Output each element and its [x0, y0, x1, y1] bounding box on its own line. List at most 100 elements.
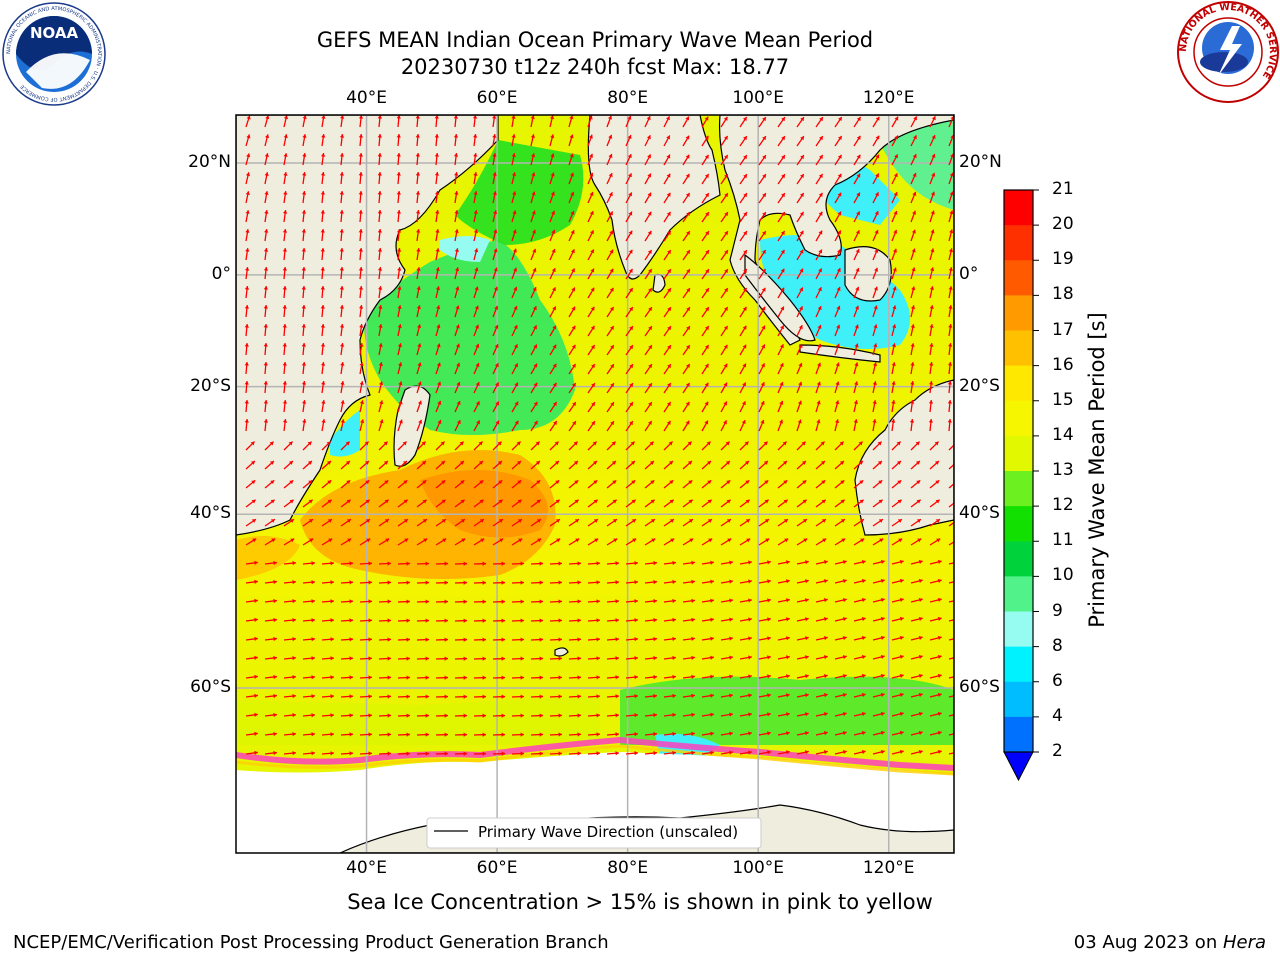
wave-arrow-head: [593, 480, 598, 485]
wave-arrow-head: [786, 712, 790, 717]
wave-arrow-head: [403, 499, 408, 504]
wave-arrow-head: [875, 154, 880, 159]
wave-arrow-head: [802, 519, 807, 523]
wave-arrow-head: [311, 656, 315, 661]
wave-arrow-head: [648, 364, 652, 369]
wave-arrow-head: [893, 173, 898, 178]
wave-arrow-head: [339, 305, 345, 309]
wave-arrow-head: [610, 326, 614, 331]
wave-arrow-head: [856, 154, 861, 159]
wave-arrow-head: [880, 673, 885, 679]
wave-arrow-head: [590, 287, 595, 292]
wave-arrow-head: [558, 637, 562, 642]
wave-arrow-head: [378, 324, 383, 328]
period-zone-green-south: [620, 676, 954, 745]
colorbar-tick-label: 2: [1052, 741, 1063, 761]
wave-arrow-head: [799, 211, 804, 216]
wave-arrow-head: [818, 211, 823, 216]
wave-arrow-head: [781, 193, 785, 198]
wave-arrow-head: [533, 325, 537, 330]
wave-arrow-head: [742, 344, 747, 349]
wave-arrow-head: [460, 480, 465, 485]
wave-arrow-head: [365, 499, 370, 504]
wave-arrow-head: [422, 499, 427, 504]
wave-arrow-head: [786, 617, 790, 622]
wave-arrow-head: [634, 732, 638, 737]
wave-arrow-head: [533, 401, 538, 406]
wave-arrow-head: [957, 712, 961, 716]
wave-arrow-head: [842, 597, 847, 603]
wave-arrow-head: [767, 750, 771, 755]
wave-arrow-head: [612, 499, 617, 504]
wave-arrow-head: [880, 578, 885, 584]
wave-arrow-head: [609, 249, 614, 254]
wave-arrow-head: [403, 480, 408, 485]
wave-arrow-head: [368, 732, 372, 737]
wave-arrow-head: [798, 362, 803, 367]
wave-arrow-head: [492, 134, 497, 138]
wave-arrow-head: [842, 730, 847, 736]
wave-arrow-head: [782, 441, 787, 446]
wave-arrow-head: [761, 306, 766, 311]
wave-arrow-head: [653, 617, 657, 623]
wave-arrow-head: [592, 460, 597, 465]
wave-arrow-head: [415, 172, 420, 176]
wave-arrow-head: [729, 674, 733, 679]
wave-arrow-head: [454, 191, 459, 195]
wave-arrow-head: [415, 153, 420, 157]
wave-arrow-head: [289, 480, 294, 485]
wave-arrow-head: [269, 460, 274, 465]
wave-arrow-head: [931, 172, 936, 177]
wave-arrow-head: [853, 419, 858, 423]
wave-arrow-head: [653, 750, 657, 756]
wave-arrow-head: [804, 712, 809, 717]
wave-arrow-head: [894, 116, 899, 121]
wave-arrow-head: [289, 499, 294, 504]
wave-arrow-head: [726, 499, 731, 504]
wave-arrow-head: [647, 211, 652, 216]
wave-arrow-head: [513, 306, 518, 310]
wave-arrow-head: [899, 711, 904, 717]
wave-arrow-head: [397, 305, 402, 309]
wave-arrow-head: [743, 269, 747, 274]
wave-arrow-head: [558, 732, 562, 737]
wave-arrow-head: [767, 598, 771, 603]
wave-arrow-head: [929, 343, 934, 347]
wave-arrow-head: [880, 654, 885, 660]
wave-arrow-head: [723, 135, 728, 140]
wave-arrow-head: [339, 210, 344, 214]
wave-arrow-head: [444, 732, 448, 737]
wave-arrow-head: [368, 694, 372, 699]
wave-arrow-head: [634, 656, 638, 661]
wave-arrow-head: [425, 580, 429, 585]
wave-arrow-head: [434, 172, 440, 176]
wave-arrow-head: [596, 675, 600, 680]
lon-label-top: 60°E: [476, 88, 518, 108]
wave-arrow-head: [570, 230, 575, 235]
wave-arrow-head: [748, 617, 752, 622]
wave-arrow-head: [892, 324, 897, 329]
land-borneo: [844, 246, 892, 302]
colorbar: [1003, 189, 1039, 782]
wave-arrow-head: [855, 249, 860, 254]
lat-label-right: 20°S: [959, 375, 1000, 396]
footer-right: 03 Aug 2023 on Hera: [1074, 932, 1266, 953]
wave-arrow-head: [497, 441, 502, 446]
wave-arrow-head: [349, 656, 353, 661]
wave-arrow-head: [254, 731, 258, 736]
colorbar-band: [1004, 611, 1033, 648]
wave-arrow-head: [710, 598, 714, 603]
wave-arrow-head: [781, 136, 785, 141]
wave-arrow-head: [311, 713, 315, 718]
wave-arrow-head: [441, 499, 446, 504]
wave-arrow-head: [513, 344, 518, 349]
wave-arrow-head: [818, 230, 823, 235]
wave-arrow-head: [520, 713, 524, 718]
wave-arrow-head: [339, 248, 344, 252]
noaa-logo: NOAA NATIONAL OCEANIC AND ATMOSPHERIC AD…: [2, 2, 106, 106]
wave-arrow-head: [552, 306, 556, 311]
wave-arrow-head: [349, 675, 353, 680]
wave-arrow-head: [957, 579, 961, 583]
wave-arrow-head: [365, 480, 370, 485]
wave-arrow-head: [763, 441, 768, 446]
